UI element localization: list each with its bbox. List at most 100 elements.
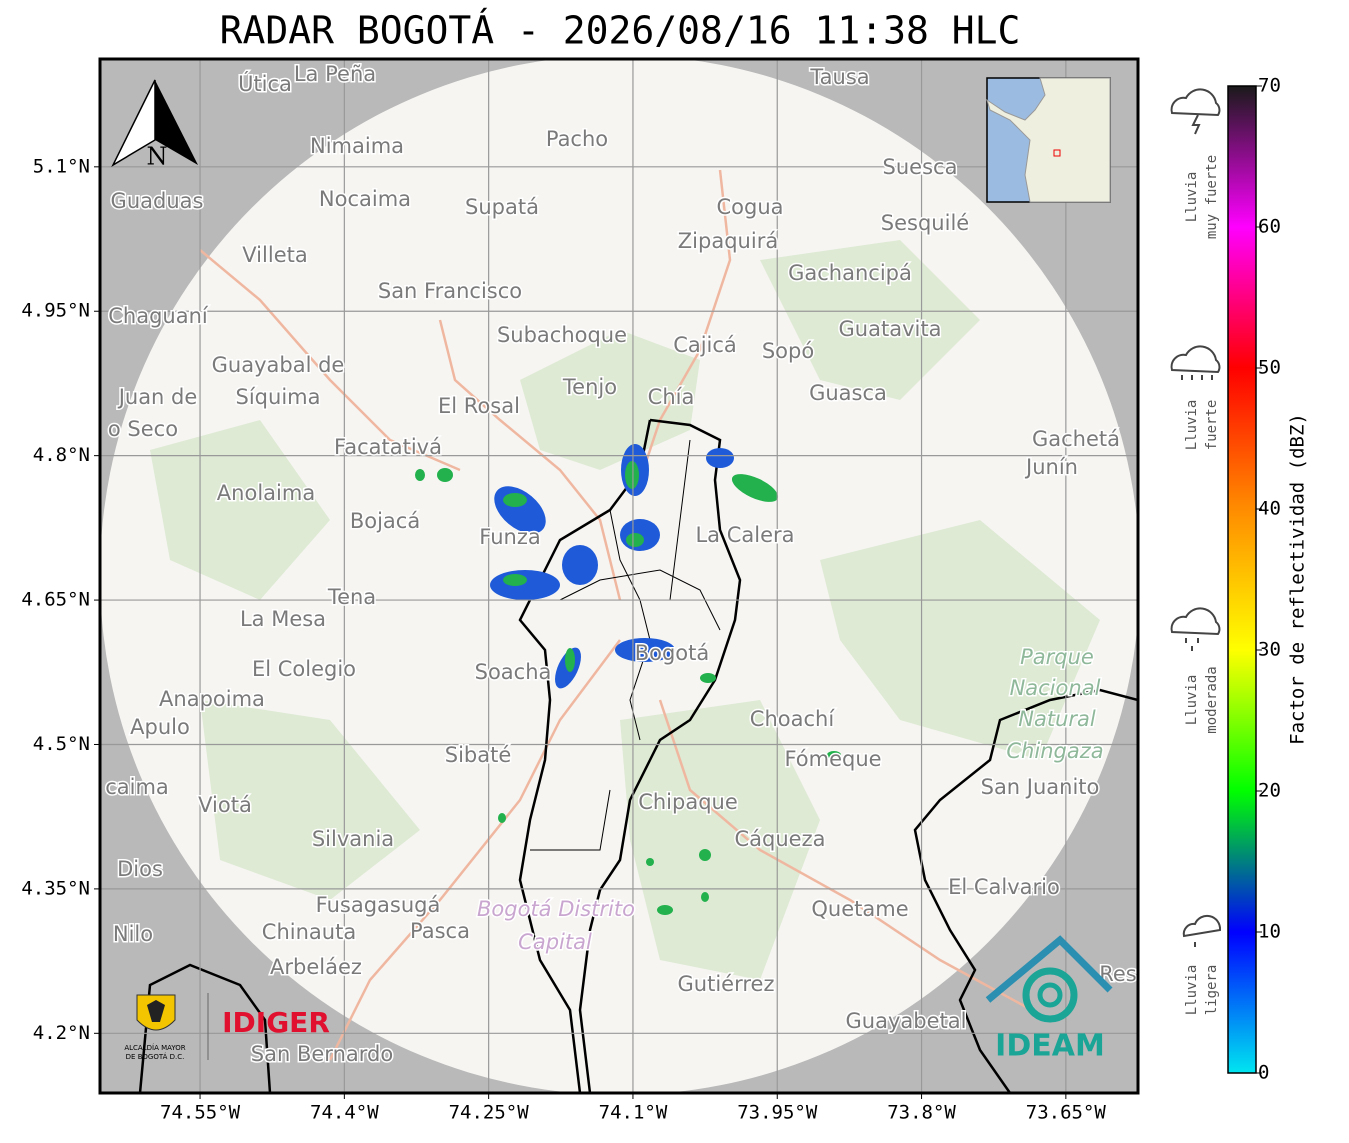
legend-label: Lluvia (1184, 172, 1200, 223)
graticule (100, 59, 1138, 1093)
colorbar-tick-label: 40 (1258, 498, 1281, 520)
place-label: Tena (327, 585, 376, 609)
place-label: Chía (648, 385, 695, 409)
place-label: Apulo (130, 715, 190, 739)
y-tick-label: 4.8°N (33, 444, 90, 466)
roads (199, 169, 1051, 1061)
place-label: El Rosal (438, 394, 520, 418)
place-label: Pacho (546, 127, 608, 151)
legend-label: Lluvia (1184, 965, 1200, 1016)
legend-label: fuerte (1204, 400, 1220, 451)
place-label: Viotá (198, 793, 252, 817)
colorbar-tick-label: 50 (1258, 357, 1281, 379)
place-label: Bogotá (635, 641, 710, 665)
place-label: Supatá (465, 195, 539, 219)
y-tick-label: 4.65°N (21, 589, 90, 611)
ideam-logo: IDEAM (985, 935, 1113, 1064)
colorbar-tick-label: 30 (1258, 639, 1281, 661)
place-label: Chipaque (638, 790, 738, 814)
y-tick-label: 4.2°N (33, 1022, 90, 1044)
y-tick-label: 4.95°N (21, 300, 90, 322)
colorbar-tick-label: 20 (1258, 780, 1281, 802)
place-label: Quetame (811, 897, 908, 921)
place-label: Chingaza (1006, 739, 1103, 763)
x-tick-label: 73.65°W (1026, 1102, 1107, 1124)
place-label: Sopó (762, 339, 814, 363)
legend-label: moderada (1204, 666, 1220, 733)
place-label: Funza (479, 525, 540, 549)
place-label: Anapoima (159, 687, 265, 711)
place-label: Dios (117, 857, 163, 881)
place-label: Nilo (113, 922, 153, 946)
colorbar-tick-label: 0 (1258, 1062, 1269, 1084)
place-label: Junín (1024, 455, 1078, 479)
map-frame (98, 57, 1140, 1095)
place-label: Bogotá Distrito (477, 897, 635, 921)
place-label: Natural (1018, 707, 1096, 731)
inset-map (986, 77, 1111, 203)
alcaldia-line: DE BOGOTÁ D.C. (126, 1052, 185, 1061)
terrain (150, 240, 1100, 980)
north-arrow: N (111, 79, 198, 171)
localities (530, 439, 721, 851)
place-label: Guayabetal (846, 1009, 967, 1033)
north-label: N (147, 143, 168, 171)
place-label: Sesquilé (881, 211, 969, 235)
legend-icons (1170, 88, 1222, 947)
place-label: Guatavita (839, 317, 942, 341)
place-label: Parque (1020, 645, 1094, 669)
place-label: Tausa (809, 65, 869, 89)
place-label: Chaguaní (108, 304, 209, 328)
place-label: Pasca (410, 919, 470, 943)
legend-label: ligera (1204, 965, 1220, 1016)
place-label: Capital (518, 930, 592, 954)
place-label: Facatativá (334, 435, 442, 459)
x-tick-label: 73.95°W (737, 1102, 818, 1124)
place-label: o Seco (108, 417, 178, 441)
y-tick-label: 5.1°N (33, 155, 90, 177)
place-label: Gachetá (1032, 427, 1120, 451)
colorbar-tick-label: 60 (1258, 216, 1281, 238)
place-label: Bojacá (350, 509, 420, 533)
x-tick-label: 74.4°W (310, 1102, 379, 1124)
place-label: Subachoque (497, 323, 627, 347)
place-label: La Peña (294, 62, 376, 86)
x-tick-label: 74.55°W (160, 1102, 241, 1124)
place-label: Zipaquirá (678, 229, 778, 253)
place-label: Choachí (750, 707, 836, 731)
place-label: Gachancipá (788, 261, 912, 285)
place-label: Anolaima (217, 481, 315, 505)
colorbar (1227, 85, 1257, 1074)
place-label: San Francisco (378, 279, 522, 303)
x-tick-label: 74.25°W (449, 1102, 530, 1124)
place-label: caima (105, 775, 169, 799)
legend-label: Lluvia (1184, 400, 1200, 451)
place-label: Guayabal de (212, 353, 345, 377)
place-label: Nocaima (319, 187, 411, 211)
place-label: Sibaté (445, 743, 512, 767)
place-label: Cajicá (673, 333, 737, 357)
place-label: Villeta (242, 243, 307, 267)
ideam-label: IDEAM (995, 1029, 1105, 1064)
legend-label: muy fuerte (1204, 155, 1220, 239)
place-label: Soacha (475, 660, 552, 684)
place-label: San Bernardo (251, 1042, 393, 1066)
place-label: Arbeláez (270, 955, 362, 979)
place-label: Guasca (809, 381, 887, 405)
place-label: Tenjo (562, 375, 617, 399)
alcaldia-logo: ALCALDÍA MAYOR DE BOGOTÁ D.C. IDIGER (124, 993, 330, 1061)
place-label: El Colegio (252, 657, 356, 681)
y-tick-label: 4.35°N (21, 877, 90, 899)
radar-echoes (415, 444, 841, 915)
idiger-logo: IDIGER (222, 1006, 330, 1039)
place-label: Juan de (117, 385, 198, 409)
place-label: Suesca (883, 155, 958, 179)
alcaldia-line: ALCALDÍA MAYOR (124, 1043, 185, 1052)
x-tick-label: 73.8°W (887, 1102, 956, 1124)
place-label: Cogua (716, 195, 783, 219)
colorbar-ticks: 0 10 20 30 40 50 60 70 (1256, 75, 1281, 1084)
place-label: San Juanito (981, 775, 1100, 799)
